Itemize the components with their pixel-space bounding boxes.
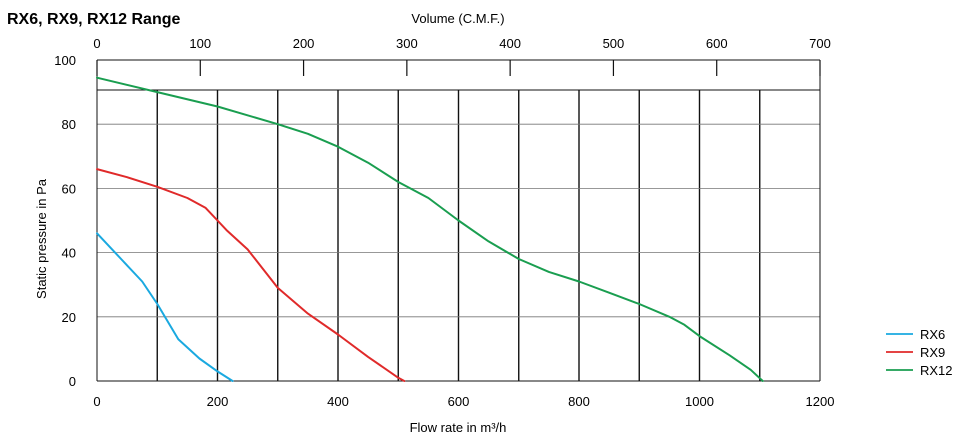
series-line-rx6 — [96, 232, 234, 382]
top-axis-tick-label: 300 — [396, 36, 418, 51]
legend-label-rx6: RX6 — [920, 327, 945, 342]
top-axis-title: Volume (C.M.F.) — [411, 11, 504, 26]
series-line-rx9 — [96, 168, 406, 382]
top-axis-tick-label: 500 — [603, 36, 625, 51]
legend-label-rx12: RX12 — [920, 363, 953, 378]
y-axis-tick-label: 80 — [62, 117, 76, 132]
top-axis-tick-label: 600 — [706, 36, 728, 51]
y-axis-tick-label: 0 — [69, 374, 76, 389]
top-axis-tick-label: 700 — [809, 36, 831, 51]
top-axis-tick-label: 200 — [293, 36, 315, 51]
chart-title: RX6, RX9, RX12 Range — [7, 11, 181, 28]
series-line-rx12 — [96, 76, 764, 382]
top-axis-tick-label: 400 — [499, 36, 521, 51]
x-axis-title: Flow rate in m³/h — [410, 420, 507, 435]
y-axis-tick-label: 40 — [62, 246, 76, 261]
x-axis-tick-label: 200 — [207, 394, 229, 409]
x-axis-tick-label: 600 — [448, 394, 470, 409]
y-axis-tick-label: 60 — [62, 181, 76, 196]
x-axis-tick-label: 400 — [327, 394, 349, 409]
x-axis-tick-label: 1000 — [685, 394, 714, 409]
x-axis-tick-label: 1200 — [806, 394, 835, 409]
y-axis-tick-label: 100 — [54, 53, 76, 68]
top-axis-tick-label: 0 — [93, 36, 100, 51]
x-axis-tick-label: 0 — [93, 394, 100, 409]
legend-label-rx9: RX9 — [920, 345, 945, 360]
legend: RX6 RX9 RX12 — [886, 327, 953, 378]
y-axis-tick-label: 20 — [62, 310, 76, 325]
top-axis-tick-label: 100 — [189, 36, 211, 51]
x-axis-tick-label: 800 — [568, 394, 590, 409]
y-axis-title: Static pressure in Pa — [34, 178, 49, 299]
